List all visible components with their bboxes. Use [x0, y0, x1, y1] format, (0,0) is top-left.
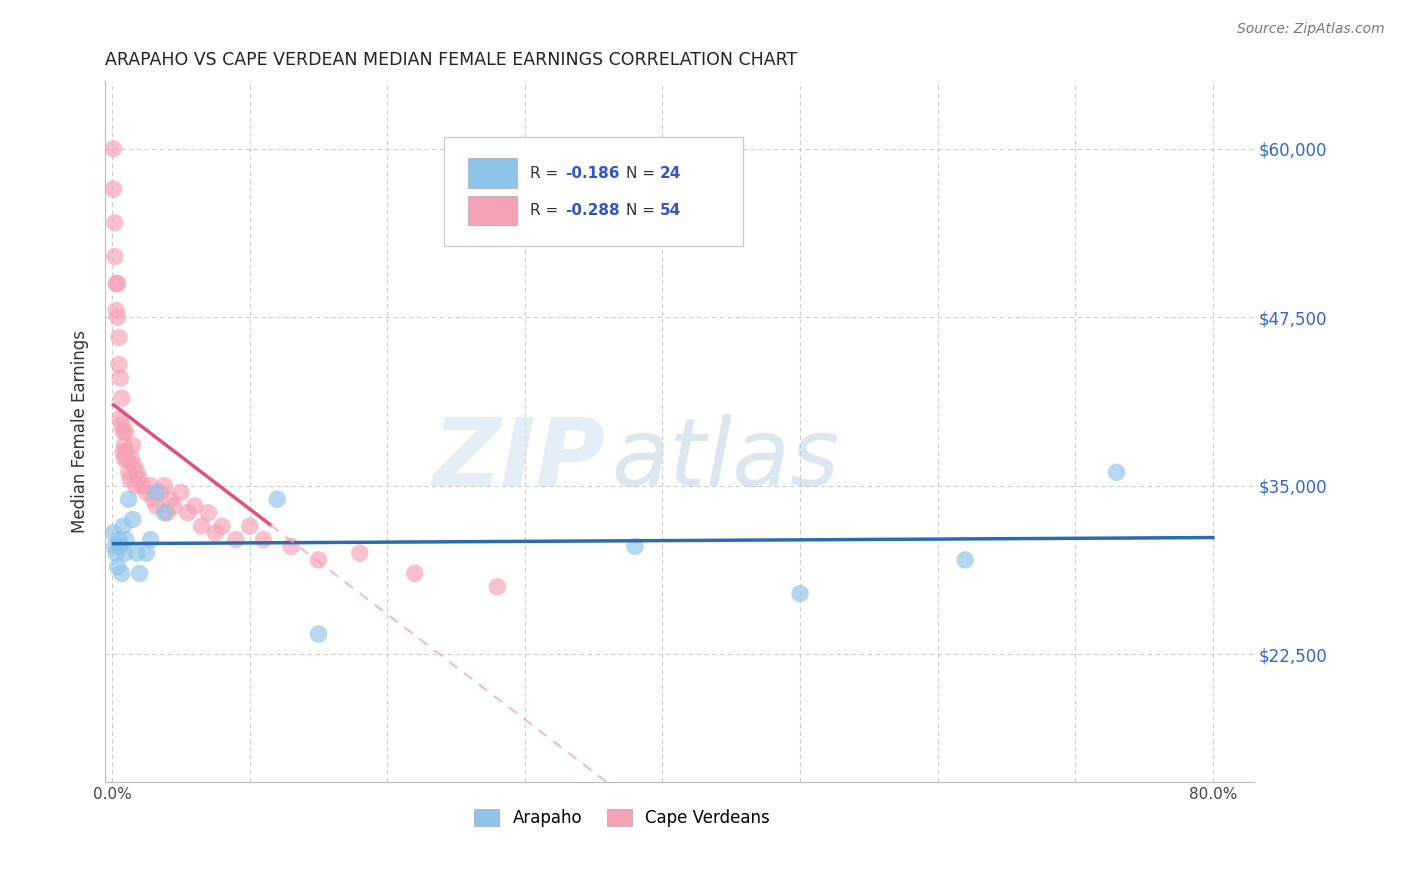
Point — [177, 506, 200, 520]
Point — [349, 546, 371, 560]
Point — [125, 465, 148, 479]
Text: ARAPAHO VS CAPE VERDEAN MEDIAN FEMALE EARNINGS CORRELATION CHART: ARAPAHO VS CAPE VERDEAN MEDIAN FEMALE EA… — [105, 51, 797, 69]
Point — [153, 506, 176, 520]
Point — [149, 485, 172, 500]
Point — [107, 559, 129, 574]
Text: atlas: atlas — [610, 415, 839, 506]
Point — [128, 566, 150, 581]
Text: -0.186: -0.186 — [565, 166, 619, 181]
Point — [624, 540, 647, 554]
Point — [104, 216, 127, 230]
Point — [118, 472, 141, 486]
Point — [112, 425, 135, 439]
Point — [122, 458, 145, 473]
Point — [103, 182, 125, 196]
Point — [953, 553, 976, 567]
Text: R =: R = — [530, 166, 558, 181]
Point — [131, 479, 153, 493]
Point — [115, 533, 138, 547]
Point — [110, 371, 132, 385]
Point — [170, 485, 193, 500]
Point — [114, 438, 136, 452]
Point — [135, 485, 157, 500]
Point — [112, 519, 135, 533]
Text: R =: R = — [530, 202, 558, 218]
Point — [117, 492, 139, 507]
Point — [108, 330, 131, 344]
Point — [153, 479, 176, 493]
Point — [125, 546, 148, 560]
Point — [108, 358, 131, 372]
Point — [114, 546, 136, 560]
Point — [142, 492, 165, 507]
Text: 54: 54 — [661, 202, 682, 218]
Text: 24: 24 — [661, 166, 682, 181]
Point — [128, 472, 150, 486]
Text: N =: N = — [626, 166, 655, 181]
Point — [108, 533, 131, 547]
Point — [104, 540, 127, 554]
Point — [156, 506, 179, 520]
Text: ZIP: ZIP — [432, 414, 605, 506]
Point — [104, 250, 127, 264]
Point — [204, 525, 226, 540]
FancyBboxPatch shape — [468, 195, 516, 225]
Point — [110, 540, 132, 554]
Y-axis label: Median Female Earnings: Median Female Earnings — [72, 330, 89, 533]
Point — [110, 411, 132, 425]
Point — [105, 546, 128, 560]
Point — [121, 438, 143, 452]
Point — [225, 533, 247, 547]
Point — [120, 451, 142, 466]
Point — [115, 451, 138, 466]
Point — [107, 310, 129, 325]
Point — [121, 512, 143, 526]
Point — [114, 451, 136, 466]
Point — [145, 499, 167, 513]
Point — [266, 492, 288, 507]
Point — [111, 391, 134, 405]
Point — [183, 499, 205, 513]
Point — [197, 506, 219, 520]
Point — [107, 277, 129, 291]
Text: N =: N = — [626, 202, 655, 218]
Point — [280, 540, 302, 554]
Point — [111, 418, 134, 433]
FancyBboxPatch shape — [444, 137, 742, 246]
Point — [139, 533, 162, 547]
Point — [117, 465, 139, 479]
Point — [139, 479, 162, 493]
Point — [115, 445, 138, 459]
Point — [115, 425, 138, 439]
Text: Source: ZipAtlas.com: Source: ZipAtlas.com — [1237, 22, 1385, 37]
Point — [308, 553, 330, 567]
Point — [789, 586, 811, 600]
Point — [105, 277, 128, 291]
Point — [1105, 465, 1128, 479]
Point — [103, 142, 125, 156]
Point — [124, 479, 146, 493]
Point — [145, 485, 167, 500]
Point — [404, 566, 426, 581]
Point — [308, 627, 330, 641]
Point — [103, 525, 125, 540]
Point — [190, 519, 212, 533]
Point — [135, 546, 157, 560]
Text: -0.288: -0.288 — [565, 202, 620, 218]
Point — [112, 445, 135, 459]
Point — [486, 580, 509, 594]
Point — [111, 566, 134, 581]
Point — [211, 519, 233, 533]
Point — [163, 499, 186, 513]
Point — [239, 519, 262, 533]
Point — [159, 492, 181, 507]
FancyBboxPatch shape — [468, 159, 516, 188]
Point — [105, 303, 128, 318]
Legend: Arapaho, Cape Verdeans: Arapaho, Cape Verdeans — [468, 802, 778, 834]
Point — [252, 533, 274, 547]
